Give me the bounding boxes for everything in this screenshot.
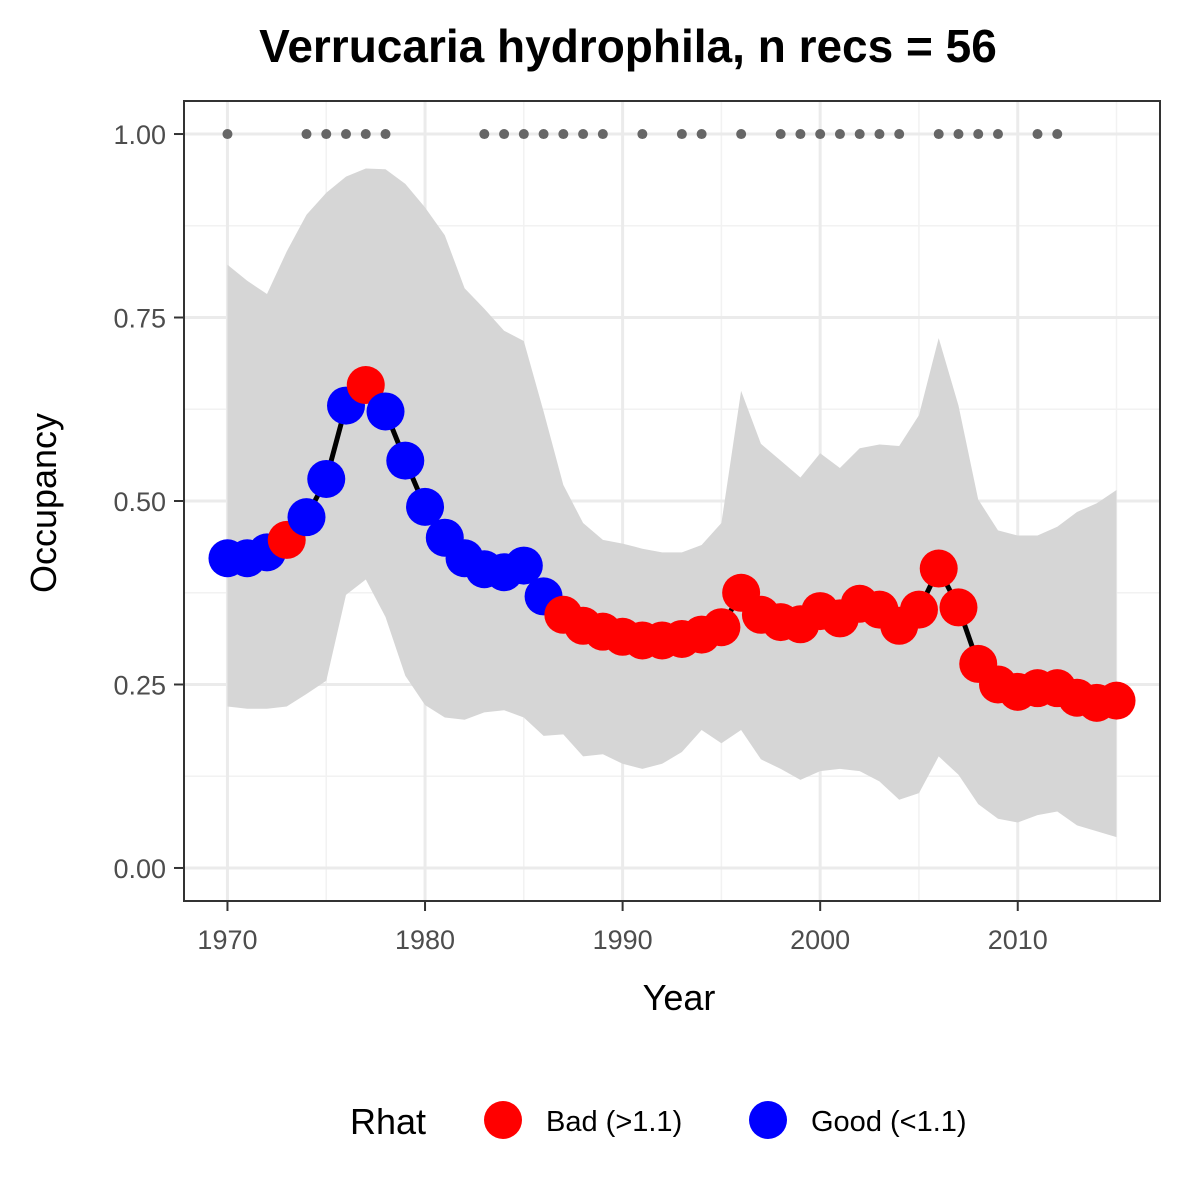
record-dot xyxy=(834,129,845,140)
occupancy-point xyxy=(386,441,425,480)
record-dot xyxy=(854,129,865,140)
record-dot xyxy=(1052,129,1063,140)
record-dot xyxy=(1032,129,1043,140)
record-dot xyxy=(815,129,826,140)
legend-label-bad: Bad (>1.1) xyxy=(546,1106,682,1138)
y-axis: 0.00 0.25 0.50 0.75 1.00 xyxy=(113,120,184,884)
record-dot xyxy=(992,129,1003,140)
legend: Rhat Bad (>1.1) Good (<1.1) xyxy=(350,1101,967,1142)
record-dot xyxy=(894,129,905,140)
legend-key-good xyxy=(749,1101,787,1139)
occupancy-point xyxy=(899,590,938,629)
legend-key-bad xyxy=(484,1101,522,1139)
legend-title: Rhat xyxy=(350,1101,426,1142)
x-tick-label: 1970 xyxy=(197,925,257,955)
occupancy-point xyxy=(287,498,326,537)
y-tick-label: 0.25 xyxy=(113,670,166,700)
record-dot xyxy=(973,129,984,140)
record-dot xyxy=(518,129,529,140)
record-dot xyxy=(479,129,490,140)
record-dot xyxy=(301,129,312,140)
record-dot xyxy=(558,129,569,140)
record-dot xyxy=(933,129,944,140)
y-tick-label: 1.00 xyxy=(113,120,166,150)
record-markers xyxy=(222,129,1063,140)
occupancy-point xyxy=(406,487,445,526)
y-axis-title: Occupancy xyxy=(23,413,64,593)
record-dot xyxy=(953,129,964,140)
record-dot xyxy=(538,129,549,140)
record-dot xyxy=(360,129,371,140)
record-dot xyxy=(499,129,510,140)
occupancy-point xyxy=(919,549,958,588)
record-dot xyxy=(696,129,707,140)
confidence-ribbon xyxy=(227,168,1117,838)
x-axis-title: Year xyxy=(643,977,716,1018)
record-dot xyxy=(775,129,786,140)
occupancy-point xyxy=(702,608,741,647)
y-tick-label: 0.00 xyxy=(113,854,166,884)
x-tick-label: 2000 xyxy=(790,925,850,955)
record-dot xyxy=(380,129,391,140)
legend-label-good: Good (<1.1) xyxy=(811,1106,967,1138)
record-dot xyxy=(874,129,885,140)
chart-title: Verrucaria hydrophila, n recs = 56 xyxy=(259,20,997,72)
occupancy-points xyxy=(208,366,1136,722)
occupancy-point xyxy=(366,392,405,431)
record-dot xyxy=(222,129,233,140)
plot-area xyxy=(183,100,1161,902)
record-dot xyxy=(736,129,747,140)
y-tick-label: 0.75 xyxy=(113,304,166,334)
record-dot xyxy=(321,129,332,140)
occupancy-point xyxy=(307,459,346,498)
record-dot xyxy=(341,129,352,140)
x-axis: 1970 1980 1990 2000 2010 xyxy=(197,901,1048,955)
record-dot xyxy=(637,129,648,140)
occupancy-point xyxy=(504,546,543,585)
x-tick-label: 1990 xyxy=(593,925,653,955)
x-tick-label: 1980 xyxy=(395,925,455,955)
record-dot xyxy=(597,129,608,140)
occupancy-point xyxy=(1097,681,1136,720)
record-dot xyxy=(578,129,589,140)
x-tick-label: 2010 xyxy=(988,925,1048,955)
occupancy-point xyxy=(939,588,978,627)
y-tick-label: 0.50 xyxy=(113,487,166,517)
occupancy-point xyxy=(346,366,385,405)
record-dot xyxy=(795,129,806,140)
record-dot xyxy=(676,129,687,140)
